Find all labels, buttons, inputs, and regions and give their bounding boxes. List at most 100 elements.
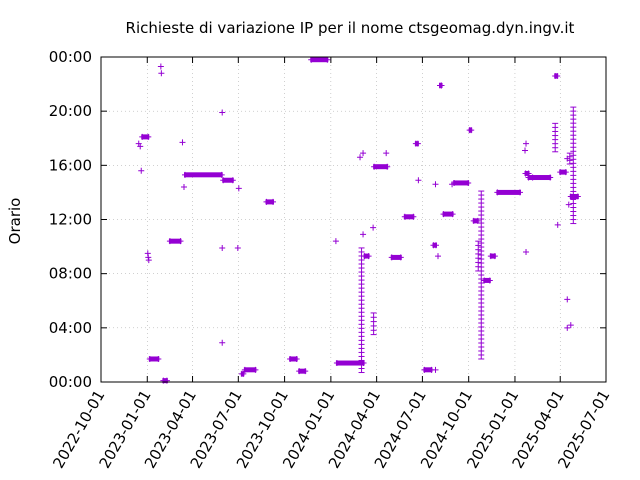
- data-point: [155, 355, 162, 362]
- data-run-horizontal: [222, 177, 234, 183]
- data-run-horizontal: [183, 172, 223, 178]
- data-point: [438, 82, 445, 89]
- data-point: [302, 368, 309, 375]
- data-point: [252, 366, 259, 373]
- data-point: [449, 211, 456, 218]
- data-point: [494, 189, 501, 196]
- y-tick-label: 12:00: [49, 211, 92, 229]
- data-point: [296, 368, 303, 375]
- data-point: [547, 174, 554, 181]
- data-point: [177, 238, 184, 245]
- data-point: [415, 177, 422, 184]
- data-point: [410, 213, 417, 220]
- data-point: [435, 253, 442, 260]
- data-point: [491, 253, 498, 260]
- data-run-horizontal: [168, 238, 182, 244]
- data-point: [474, 217, 481, 224]
- data-run-horizontal: [390, 254, 402, 260]
- data-point: [449, 181, 456, 188]
- data-point: [145, 133, 152, 140]
- data-point: [220, 177, 227, 184]
- data-point: [219, 244, 226, 251]
- data-run-horizontal: [442, 211, 454, 217]
- data-point: [263, 198, 270, 205]
- data-run-horizontal: [531, 175, 552, 181]
- data-point: [388, 254, 395, 261]
- data-point: [180, 184, 187, 190]
- data-point: [287, 355, 294, 362]
- data-point: [229, 177, 236, 184]
- y-tick-label: 04:00: [49, 319, 92, 337]
- data-point: [158, 70, 165, 77]
- data-point: [218, 171, 225, 178]
- data-run-horizontal: [310, 57, 329, 63]
- data-point: [137, 143, 144, 150]
- data-run-horizontal: [403, 214, 415, 220]
- data-point: [564, 296, 571, 303]
- data-point: [146, 355, 153, 362]
- data-point: [240, 370, 247, 377]
- data-point: [219, 339, 226, 346]
- data-run-horizontal: [298, 368, 307, 374]
- data-point: [440, 211, 447, 218]
- data-point: [516, 189, 523, 196]
- y-tick-label: 00:00: [49, 373, 92, 391]
- y-tick-label: 16:00: [49, 156, 92, 174]
- data-point: [383, 150, 390, 157]
- data-point: [145, 254, 152, 261]
- data-point: [523, 249, 530, 255]
- data-point: [235, 185, 242, 192]
- data-point: [333, 360, 340, 367]
- data-point: [562, 169, 569, 176]
- data-point: [144, 250, 151, 257]
- data-run-horizontal: [496, 189, 521, 195]
- data-point: [179, 139, 186, 146]
- data-point: [567, 193, 574, 200]
- data-point: [166, 238, 173, 245]
- data-point: [357, 154, 364, 161]
- data-point: [432, 366, 439, 373]
- data-point: [370, 224, 377, 231]
- data-run-horizontal: [148, 356, 160, 362]
- y-tick-label: 00:00: [49, 48, 92, 66]
- data-point: [219, 109, 226, 116]
- data-point: [397, 254, 404, 261]
- data-point: [421, 366, 428, 373]
- chart-title: Richieste di variazione IP per il nome c…: [126, 19, 575, 37]
- data-point: [270, 198, 277, 205]
- y-axis-label: Orario: [6, 198, 24, 245]
- data-run-horizontal: [569, 193, 579, 199]
- data-run-horizontal: [335, 360, 365, 366]
- data-run-horizontal: [289, 356, 298, 362]
- data-point: [138, 167, 145, 174]
- data-run-horizontal: [373, 164, 389, 170]
- data-point: [564, 155, 571, 162]
- data-point: [135, 140, 142, 147]
- data-point: [481, 277, 488, 284]
- data-point: [139, 133, 146, 140]
- data-point: [523, 140, 530, 147]
- data-point: [432, 181, 439, 188]
- data-point: [529, 174, 536, 181]
- data-run-horizontal: [423, 367, 433, 373]
- data-run-horizontal: [265, 199, 275, 205]
- data-point: [145, 257, 152, 264]
- data-point: [365, 253, 372, 260]
- data-point: [371, 163, 378, 170]
- data-point: [360, 150, 367, 157]
- data-point: [557, 169, 564, 176]
- data-point: [414, 140, 421, 147]
- data-point: [574, 193, 581, 200]
- data-point: [360, 231, 367, 238]
- data-point: [465, 179, 472, 186]
- data-point: [554, 72, 561, 79]
- data-point: [432, 242, 439, 249]
- data-run-horizontal: [243, 367, 257, 373]
- data-point: [181, 171, 188, 178]
- data-point: [241, 366, 248, 373]
- data-marks: [135, 56, 581, 384]
- data-point: [486, 277, 493, 284]
- axis-ticks: 2022-10-012023-01-012023-04-012023-07-01…: [49, 48, 614, 472]
- data-run-horizontal: [141, 134, 150, 140]
